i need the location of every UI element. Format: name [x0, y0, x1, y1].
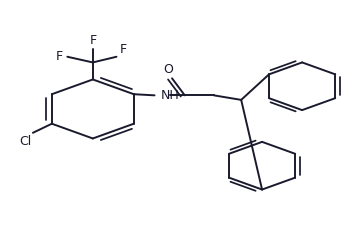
Text: F: F	[56, 50, 63, 63]
Text: Cl: Cl	[19, 135, 31, 148]
Text: F: F	[120, 43, 127, 56]
Text: NH: NH	[161, 89, 180, 102]
Text: F: F	[89, 34, 96, 47]
Text: O: O	[163, 63, 173, 76]
